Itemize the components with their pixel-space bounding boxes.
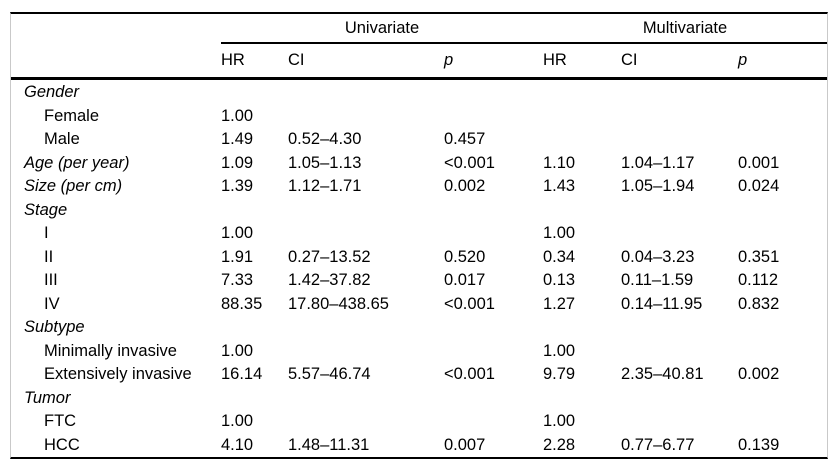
cell-p-univariate: <0.001 xyxy=(444,365,495,384)
cell-p-univariate: 0.017 xyxy=(444,271,486,290)
row-label: II xyxy=(44,247,54,266)
cell-p-univariate: <0.001 xyxy=(444,153,495,172)
cell-hr-univariate: 1.49 xyxy=(221,130,254,149)
table-row: HCC 4.10 1.48–11.31 0.007 2.28 0.77–6.77 0.139 xyxy=(11,434,827,458)
row-label: Gender xyxy=(24,83,80,102)
cell-hr-univariate: 88.35 xyxy=(221,294,263,313)
table-row: Size (per cm) 1.39 1.12–1.71 0.002 1.43 1.05–… xyxy=(11,175,827,199)
cell-p-multivariate: 0.351 xyxy=(738,247,780,266)
cell-hr-multivariate: 1.43 xyxy=(543,177,576,196)
row-label: IV xyxy=(44,294,60,313)
cell-hr-multivariate: 1.10 xyxy=(543,153,576,172)
row-label: Male xyxy=(44,130,80,149)
row-label: Subtype xyxy=(24,318,85,337)
cell-hr-multivariate: 0.34 xyxy=(543,247,576,266)
row-label: Tumor xyxy=(24,388,71,407)
cell-hr-multivariate: 2.28 xyxy=(543,435,576,454)
cell-hr-univariate: 4.10 xyxy=(221,435,254,454)
cell-ci-univariate: 1.48–11.31 xyxy=(288,435,370,454)
column-header-ci-univariate: CI xyxy=(288,51,305,69)
cell-p-univariate: 0.457 xyxy=(444,130,486,149)
cell-p-univariate: 0.520 xyxy=(444,247,486,266)
cell-p-multivariate: 0.832 xyxy=(738,294,780,313)
cell-ci-univariate: 0.52–4.30 xyxy=(288,130,362,149)
cell-hr-univariate: 1.00 xyxy=(221,106,254,125)
cell-p-multivariate: 0.002 xyxy=(738,365,780,384)
cell-hr-univariate: 1.00 xyxy=(221,224,254,243)
table-row: II 1.91 0.27–13.52 0.520 0.34 0.04–3.23 0.351 xyxy=(11,246,827,270)
table-body: Gender Female 1.00 Male 1.49 0.52–4.30 0.457 Ag… xyxy=(11,77,827,457)
cell-ci-multivariate: 2.35–40.81 xyxy=(621,365,704,384)
cell-ci-multivariate: 0.14–11.95 xyxy=(621,294,703,313)
row-label: Female xyxy=(44,106,100,125)
cell-p-univariate: <0.001 xyxy=(444,294,495,313)
cell-hr-univariate: 16.14 xyxy=(221,365,263,384)
cell-hr-multivariate: 0.13 xyxy=(543,271,576,290)
column-header-row: HR CI p HR CI p xyxy=(11,44,827,77)
cell-ci-multivariate: 1.04–1.17 xyxy=(621,153,695,172)
table-row: Extensively invasive 16.14 5.57–46.74 <0.00… xyxy=(11,363,827,387)
cell-ci-univariate: 1.05–1.13 xyxy=(288,153,362,172)
cell-hr-univariate: 1.91 xyxy=(221,247,254,266)
cell-hr-univariate: 7.33 xyxy=(221,271,254,290)
column-header-p-multivariate: p xyxy=(738,51,748,69)
column-header-p-univariate: p xyxy=(444,51,454,69)
cell-ci-univariate: 1.42–37.82 xyxy=(288,271,371,290)
table-row: I 1.00 1.00 xyxy=(11,222,827,246)
table-row: Stage xyxy=(11,199,827,223)
group-header-univariate: Univariate xyxy=(344,18,420,37)
cell-ci-univariate: 0.27–13.52 xyxy=(288,247,371,266)
table-row: Male 1.49 0.52–4.30 0.457 xyxy=(11,128,827,152)
cell-p-multivariate: 0.139 xyxy=(738,435,780,454)
table-row: FTC 1.00 1.00 xyxy=(11,410,827,434)
cell-hr-multivariate: 1.00 xyxy=(543,341,576,360)
table-row: Tumor xyxy=(11,387,827,411)
row-label: HCC xyxy=(44,435,80,454)
table-row: Female 1.00 xyxy=(11,105,827,129)
cell-hr-multivariate: 1.00 xyxy=(543,412,576,431)
cell-p-univariate: 0.007 xyxy=(444,435,486,454)
row-label: FTC xyxy=(44,412,77,431)
column-header-ci-multivariate: CI xyxy=(621,51,638,69)
row-label: Size (per cm) xyxy=(24,177,123,196)
cell-ci-multivariate: 0.11–1.59 xyxy=(621,271,694,290)
cell-hr-univariate: 1.00 xyxy=(221,412,254,431)
cell-hr-multivariate: 1.27 xyxy=(543,294,576,313)
row-label: Age (per year) xyxy=(24,153,130,172)
cell-ci-univariate: 17.80–438.65 xyxy=(288,294,389,313)
table-row: IV 88.35 17.80–438.65 <0.001 1.27 0.14–11.95 0… xyxy=(11,293,827,317)
cell-ci-multivariate: 1.05–1.94 xyxy=(621,177,695,196)
column-header-hr-univariate: HR xyxy=(221,51,245,69)
cell-p-multivariate: 0.112 xyxy=(738,271,779,290)
group-header-multivariate: Multivariate xyxy=(642,18,728,37)
cell-p-multivariate: 0.024 xyxy=(738,177,780,196)
table-row: Minimally invasive 1.00 1.00 xyxy=(11,340,827,364)
group-header-row: Univariate Multivariate xyxy=(11,14,827,42)
table-row: Subtype xyxy=(11,316,827,340)
column-header-hr-multivariate: HR xyxy=(543,51,567,69)
cell-hr-univariate: 1.39 xyxy=(221,177,254,196)
cell-hr-multivariate: 1.00 xyxy=(543,224,576,243)
cell-hr-univariate: 1.09 xyxy=(221,153,254,172)
row-label: Stage xyxy=(24,200,68,219)
row-label: Minimally invasive xyxy=(44,341,177,360)
table-row: Gender xyxy=(11,81,827,105)
row-label: Extensively invasive xyxy=(44,365,192,384)
hazard-ratio-table: Univariate Multivariate HR CI p HR CI p … xyxy=(10,12,828,459)
cell-hr-multivariate: 9.79 xyxy=(543,365,576,384)
cell-p-univariate: 0.002 xyxy=(444,177,486,196)
table-row: III 7.33 1.42–37.82 0.017 0.13 0.11–1.59 0.112 xyxy=(11,269,827,293)
cell-ci-univariate: 1.12–1.71 xyxy=(288,177,362,196)
cell-hr-univariate: 1.00 xyxy=(221,341,254,360)
group-header-rule xyxy=(221,42,827,44)
row-label: I xyxy=(44,224,49,243)
cell-ci-multivariate: 0.04–3.23 xyxy=(621,247,695,266)
cell-ci-univariate: 5.57–46.74 xyxy=(288,365,371,384)
cell-p-multivariate: 0.001 xyxy=(738,153,780,172)
cell-ci-multivariate: 0.77–6.77 xyxy=(621,435,695,454)
table-row: Age (per year) 1.09 1.05–1.13 <0.001 1.10 1.0… xyxy=(11,152,827,176)
row-label: III xyxy=(44,271,58,290)
